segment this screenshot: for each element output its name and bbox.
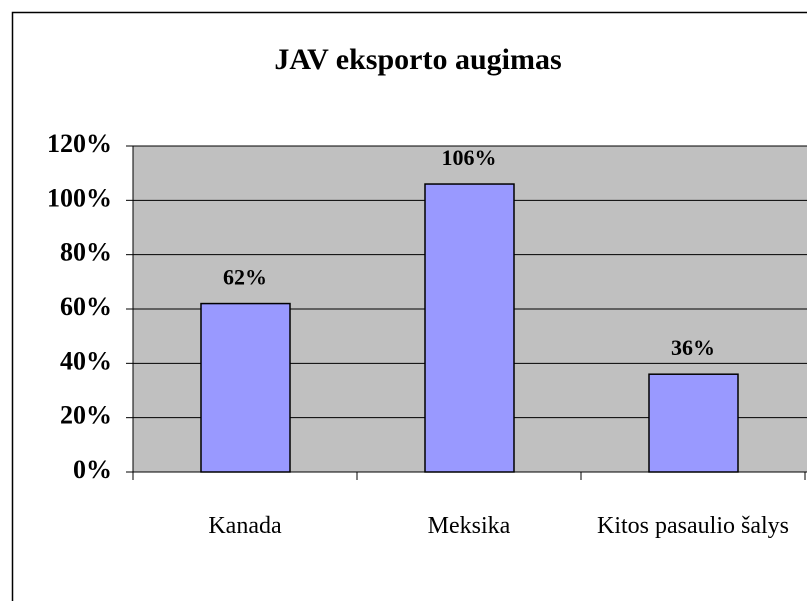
x-tick-label: Meksika [427, 513, 511, 539]
bar [200, 302, 291, 473]
y-tick-label: 60% [60, 292, 112, 321]
value-label: 36% [671, 335, 715, 360]
y-tick-label: 80% [60, 238, 112, 267]
value-label: 106% [442, 145, 497, 170]
y-tick-label: 20% [60, 401, 112, 430]
x-tick-label: Kanada [208, 513, 282, 539]
value-label: 62% [223, 265, 267, 290]
y-tick-label: 120% [47, 129, 112, 158]
chart-title: JAV eksporto augimas [274, 43, 561, 76]
y-tick-label: 100% [47, 183, 112, 212]
x-tick-label: Kitos pasaulio šalys [597, 513, 789, 539]
y-tick-label: 40% [60, 346, 112, 375]
bar [648, 373, 739, 473]
y-tick-label: 0% [73, 455, 112, 484]
bar [424, 183, 515, 473]
